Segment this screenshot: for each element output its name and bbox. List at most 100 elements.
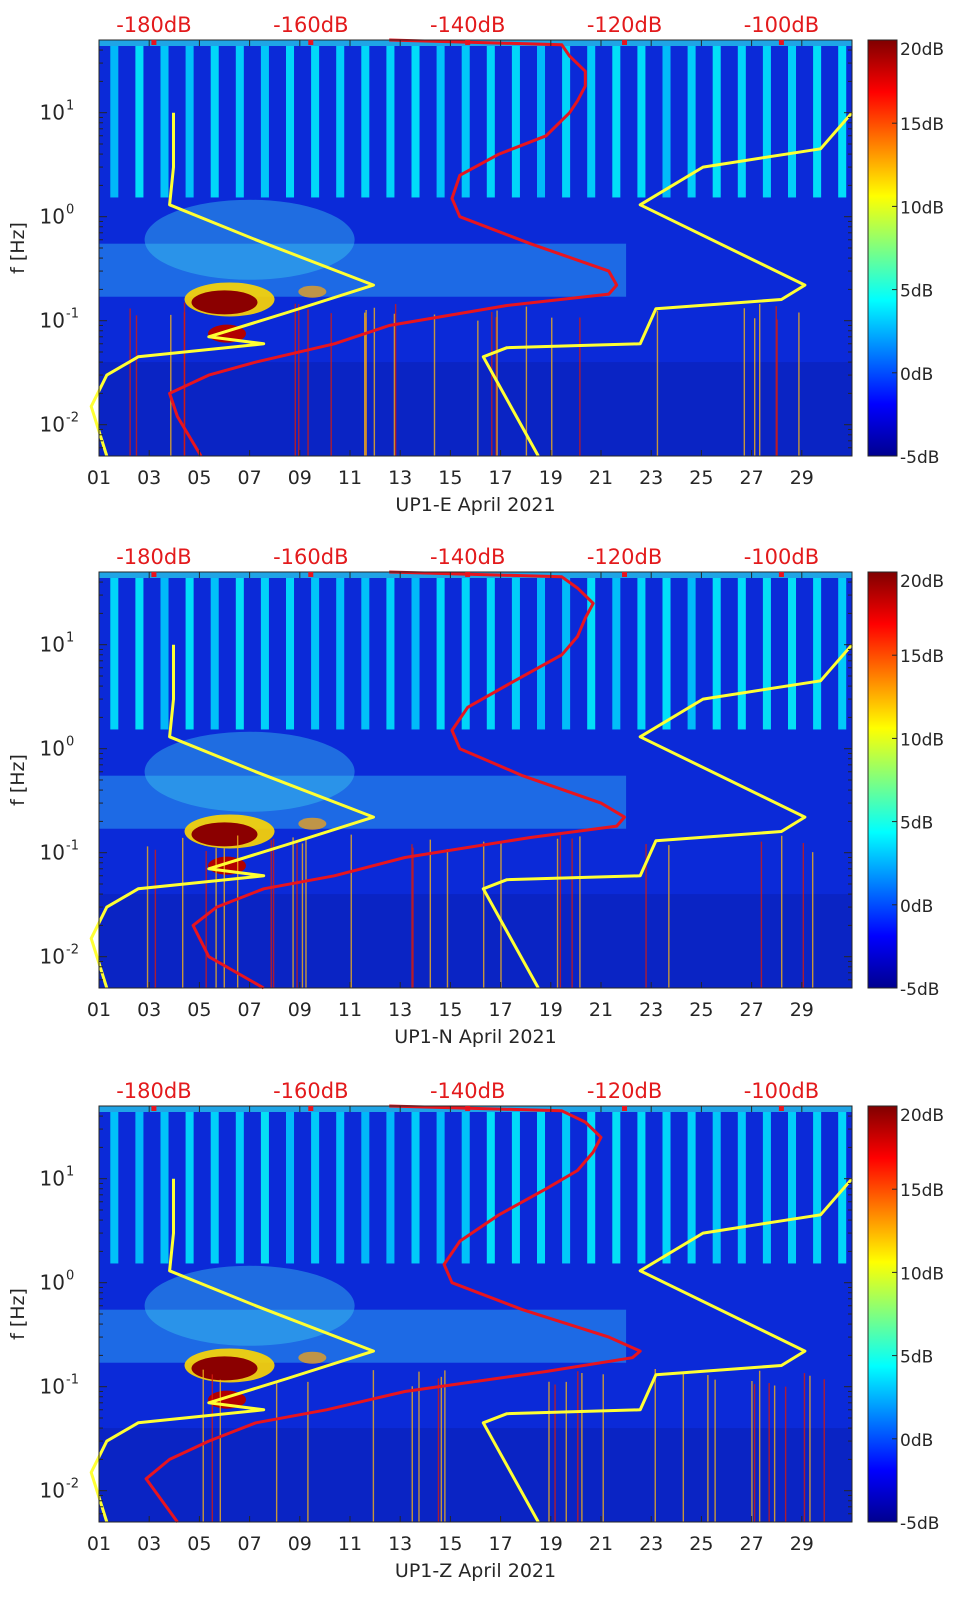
- y-tick-label: 10: [40, 1271, 65, 1295]
- spectrogram-stripe: [260, 42, 269, 198]
- top-tick-label: -100dB: [744, 545, 819, 569]
- x-tick-label: 27: [740, 1533, 764, 1555]
- x-tick-label: 17: [489, 1533, 513, 1555]
- spectrogram-stripe: [260, 574, 269, 730]
- spectrogram-stripe: [185, 1108, 194, 1264]
- spectrogram-stripe: [662, 1108, 671, 1264]
- noise-model-high-line: [481, 111, 854, 457]
- colorbar-tick-label: 20dB: [900, 1106, 944, 1126]
- x-tick-label: 03: [137, 999, 161, 1021]
- spectrogram-stripe: [637, 42, 646, 198]
- psd-line: [144, 1104, 642, 1523]
- spectrogram-stripe: [135, 1108, 144, 1264]
- top-tick-mark: [778, 40, 784, 45]
- spectrogram-stripe: [562, 42, 571, 198]
- top-tick-label: -140dB: [430, 545, 505, 569]
- y-tick-exponent: 1: [66, 1165, 74, 1180]
- y-tick-exponent: -2: [66, 943, 79, 958]
- colorbar-tick-label: -5dB: [900, 1514, 939, 1534]
- spectrogram-stripe: [813, 1108, 822, 1264]
- x-tick-label: 25: [689, 999, 713, 1021]
- x-tick-label: 05: [187, 999, 211, 1021]
- spectrogram-stripe: [361, 574, 370, 730]
- top-tick-label: -180dB: [116, 13, 191, 37]
- spectrogram-stripe: [762, 1108, 771, 1264]
- top-tick-mark: [308, 572, 314, 577]
- spectrogram-stripe: [737, 574, 746, 730]
- spectrogram-stripe: [411, 42, 420, 198]
- top-tick-mark: [622, 572, 628, 577]
- spectrogram-hotspot-3: [298, 817, 327, 830]
- spectrogram-stripe: [311, 1108, 320, 1264]
- x-tick-label: 19: [539, 1533, 563, 1555]
- x-tick-label: 09: [288, 1533, 312, 1555]
- top-tick-mark: [308, 1106, 314, 1111]
- y-tick-label: 10: [40, 737, 65, 761]
- spectrogram-lowband: [99, 362, 852, 456]
- x-tick-label: 13: [388, 1533, 412, 1555]
- y-axis-label: f [Hz]: [7, 754, 29, 806]
- top-tick-label: -140dB: [430, 13, 505, 37]
- spectrogram-stripe: [813, 42, 822, 198]
- x-tick-label: 17: [489, 467, 513, 489]
- noise-model-low-line: [89, 1178, 375, 1523]
- x-tick-label: 23: [639, 467, 663, 489]
- spectrogram-stripe: [311, 42, 320, 198]
- x-tick-label: 01: [87, 467, 111, 489]
- x-tick-label: 01: [87, 999, 111, 1021]
- spectrogram-stripe: [185, 42, 194, 198]
- x-tick-label: 09: [288, 999, 312, 1021]
- spectrogram-stripe: [536, 1108, 546, 1264]
- spectrogram-stripe: [687, 42, 696, 198]
- top-tick-label: -120dB: [587, 1079, 662, 1103]
- top-tick-label: -180dB: [116, 1079, 191, 1103]
- x-tick-label: 09: [288, 467, 312, 489]
- spectrogram-stripe: [787, 1108, 797, 1264]
- top-tick-mark: [151, 1106, 157, 1111]
- top-tick-label: -140dB: [430, 1079, 505, 1103]
- noise-model-low-line: [89, 644, 375, 989]
- spectrogram-stripe: [637, 1108, 646, 1264]
- spectrogram-stripe: [386, 1108, 395, 1264]
- x-tick-label: 27: [740, 999, 764, 1021]
- top-tick-mark: [622, 40, 628, 45]
- top-tick-mark: [778, 572, 784, 577]
- y-tick-exponent: -2: [66, 1477, 79, 1492]
- colorbar-tick-label: 15dB: [900, 1181, 944, 1201]
- x-tick-label: 07: [238, 1533, 262, 1555]
- top-tick-label: -100dB: [744, 1079, 819, 1103]
- top-tick-label: -160dB: [273, 545, 348, 569]
- colorbar: [867, 39, 898, 457]
- spectrogram-stripe: [336, 1108, 345, 1264]
- spectrogram-lowband: [99, 894, 852, 988]
- x-axis-label: UP1-Z April 2021: [395, 1560, 556, 1582]
- spectrogram-stripe: [411, 574, 420, 730]
- spectrogram-stripe: [336, 574, 345, 730]
- spectrogram-stripe: [336, 42, 345, 198]
- x-tick-label: 05: [187, 467, 211, 489]
- top-tick-mark: [308, 40, 314, 45]
- colorbar-tick-label: 5dB: [900, 1348, 933, 1368]
- spectrogram-stripe: [436, 1108, 445, 1264]
- x-axis-label: UP1-N April 2021: [394, 1026, 556, 1048]
- spectrogram-stripe: [687, 574, 696, 730]
- x-tick-label: 25: [689, 467, 713, 489]
- x-tick-label: 03: [137, 1533, 161, 1555]
- y-tick-label: 10: [40, 205, 65, 229]
- spectrogram-stripe: [160, 1108, 169, 1264]
- x-tick-label: 05: [187, 1533, 211, 1555]
- y-tick-exponent: -1: [66, 1373, 79, 1388]
- y-tick-exponent: -1: [66, 839, 79, 854]
- spectrogram-stripe: [762, 42, 771, 198]
- y-tick-label: 10: [40, 841, 65, 865]
- top-tick-label: -160dB: [273, 13, 348, 37]
- psd-line: [191, 570, 626, 990]
- x-tick-label: 23: [639, 1533, 663, 1555]
- spectrogram-stripe: [612, 574, 621, 730]
- spectrogram-stripe: [386, 42, 395, 198]
